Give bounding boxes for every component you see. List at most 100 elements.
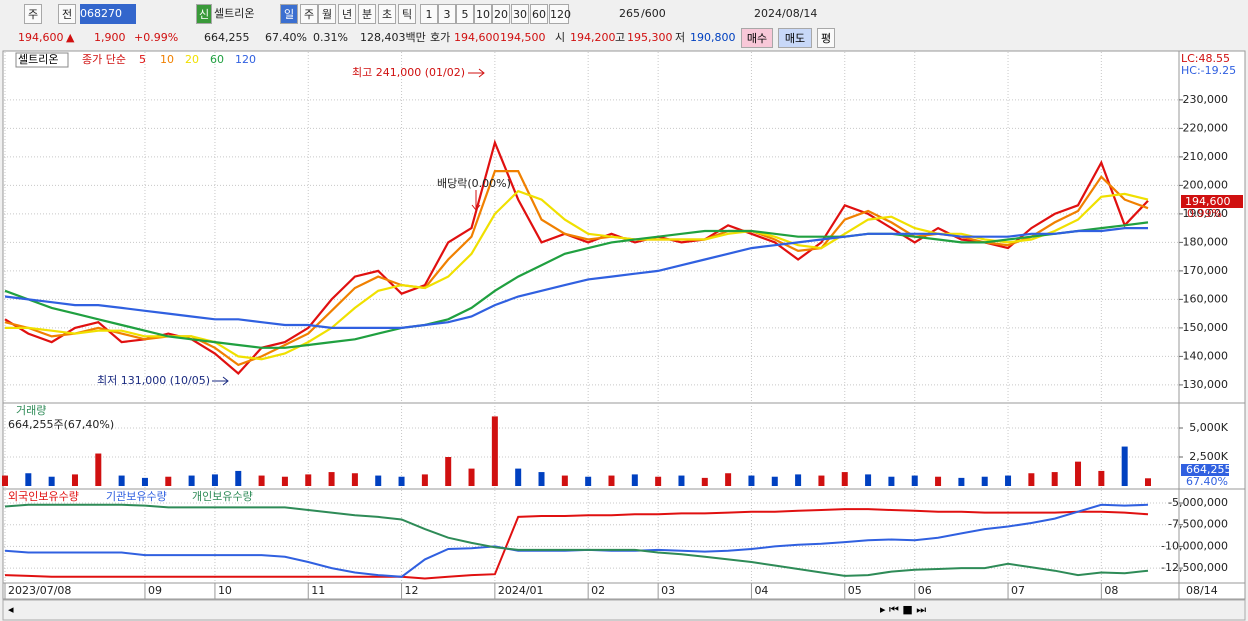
toolbar-field: /600 [641,7,666,20]
line-series [4,508,1149,580]
x-tick-label: 10 [218,584,232,597]
volume-bar [865,474,872,486]
legend-title: 종가 단순 [82,53,126,66]
x-tick-label: 07 [1011,584,1025,597]
volume-bar [25,473,32,486]
toolbar-button[interactable]: 5 [456,4,474,24]
order-button[interactable]: 평 [817,28,835,48]
y-tick-label: -10,000,000 [1161,539,1228,552]
toolbar-button[interactable]: 주 [24,4,42,24]
quote-field: 호가 [430,31,451,44]
toolbar-field: 265 [619,7,640,20]
y-tick-label: 160,000 [1183,292,1229,305]
volume-bar [445,457,452,486]
y-tick-label: 190,000 [1183,207,1229,220]
last-volume-box [1181,464,1229,476]
toolbar-field: 068270 [80,4,136,24]
x-tick-label: 2023/07/08 [8,584,71,597]
pane-title: 거래량 [16,404,46,417]
annotation-arrow [471,190,481,211]
toolbar-button[interactable]: 주 [300,4,318,24]
x-tick-label: 2024/01 [498,584,544,597]
y-tick-label: -7,500,000 [1168,518,1228,531]
last-change: 0.99% [1187,207,1222,220]
scroll-left[interactable]: ◂ [8,603,14,616]
scrollbar[interactable] [2,599,1246,621]
toolbar-button[interactable]: 20 [492,4,510,24]
volume-bar [141,477,148,486]
quote-field: 0.31% [313,31,348,44]
volume-bar [1028,473,1035,486]
volume-bar [958,477,965,486]
volume-bar [981,476,988,486]
volume-bar [771,476,778,486]
quote-field: 194,600 [18,31,64,44]
toolbar-field: 2024/08/14 [754,7,818,20]
toolbar-button[interactable]: 월 [318,4,336,24]
volume-bar [281,476,288,486]
line-series [4,221,1149,349]
volume-bar [468,468,475,486]
toolbar-button[interactable]: 초 [378,4,396,24]
order-button[interactable]: 매도 [778,28,812,48]
volume-bar [515,468,522,486]
quote-field: +0.99% [134,31,179,44]
toolbar-button[interactable]: 신 [196,4,212,24]
legend-entry: 10 [160,53,174,66]
x-tick-label: 05 [848,584,862,597]
toolbar-button[interactable]: 10 [474,4,492,24]
volume-bar [398,476,405,486]
last-price: 194,600 [1185,195,1231,208]
toolbar-button[interactable]: 60 [530,4,548,24]
toolbar-button[interactable]: 3 [438,4,456,24]
toolbar-button[interactable]: 틱 [398,4,416,24]
quote-field: 고 [615,31,626,44]
x-tick-label: 06 [918,584,932,597]
toolbar-button[interactable]: 1 [420,4,438,24]
toolbar-button[interactable]: 전 [58,4,76,24]
line-series [5,189,1149,361]
volume-bar [561,475,568,486]
quote-field: 664,255 [204,31,250,44]
last-price-box [1181,195,1243,208]
quote-field: 67.40% [265,31,307,44]
volume-bar [491,416,498,486]
volume-bar [2,475,8,486]
x-tick-label: 09 [148,584,162,597]
y-tick-label: -5,000,000 [1168,496,1228,509]
annotation: 최고 241,000 (01/02) [352,66,465,79]
volume-bar [71,474,78,486]
toolbar-button[interactable]: 분 [358,4,376,24]
volume-bar [538,472,545,486]
y-tick-label: 200,000 [1183,178,1229,191]
volume-bar [841,472,848,486]
volume-bar [1121,446,1128,486]
y-tick-label: 170,000 [1183,264,1229,277]
quote-field: 194,500 [500,31,546,44]
side-label: HC:-19.25 [1181,64,1236,77]
toolbar-button[interactable]: 년 [338,4,356,24]
volume-bar [258,475,265,486]
volume-bar [48,476,55,486]
volume-bar [211,474,218,486]
quote-field: 195,300 [627,31,673,44]
y-tick-label: 230,000 [1183,93,1229,106]
volume-bar [585,476,592,486]
pane-subtitle: 664,255주(67,40%) [8,418,114,431]
volume-bar [935,476,942,486]
legend-entry: 120 [235,53,256,66]
toolbar-button[interactable]: 30 [511,4,529,24]
scroll-controls[interactable]: ▸ ⏮ ■ ⏭ [880,603,926,616]
legend-entry: 개인보유수량 [192,490,253,503]
toolbar-button[interactable]: 120 [549,4,571,24]
volume-bar [235,470,242,486]
legend-stock: 셀트리온 [18,53,58,66]
order-button[interactable]: 매수 [741,28,773,48]
x-tick-label: 11 [311,584,325,597]
x-end-label: 08/14 [1186,584,1218,597]
toolbar-button[interactable]: 일 [280,4,298,24]
line-series [4,503,1149,577]
volume-bar [725,473,732,486]
